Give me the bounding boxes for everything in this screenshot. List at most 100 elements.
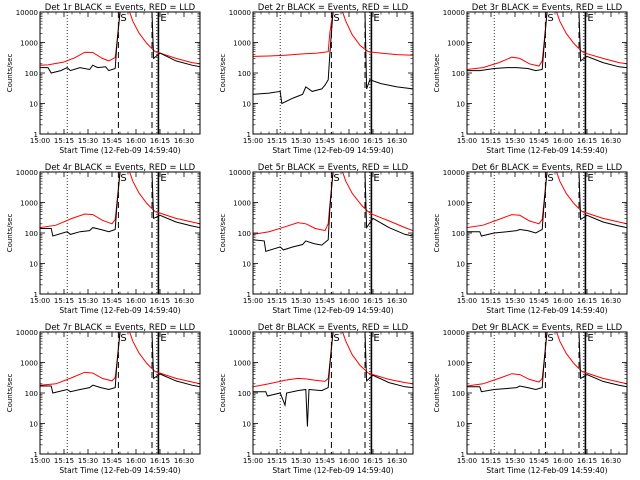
panel-title: Det 5r BLACK = Events, RED = LLD <box>258 163 409 173</box>
lld-series-line <box>253 172 413 235</box>
y-tick-label: 10 <box>456 101 465 109</box>
x-axis-label: Start Time (12-Feb-09 14:59:40) <box>59 466 180 475</box>
y-tick-label: 100 <box>238 230 251 238</box>
x-tick-label: 16:15 <box>150 297 170 305</box>
y-axis-label: Counts/sec <box>219 214 227 253</box>
y-tick-label: 100 <box>25 390 38 398</box>
x-tick-label: 16:15 <box>363 297 383 305</box>
lld-series-line <box>253 12 413 57</box>
y-tick-label: 1000 <box>233 200 251 208</box>
y-tick-label: 10000 <box>443 169 465 177</box>
plot-frame <box>466 11 628 135</box>
y-tick-label: 1000 <box>233 360 251 368</box>
x-tick-label: 15:30 <box>291 297 311 305</box>
x-axis-label: Start Time (12-Feb-09 14:59:40) <box>272 466 393 475</box>
plot-frame <box>252 171 414 295</box>
events-series-line <box>40 172 200 237</box>
x-tick-label: 15:45 <box>529 137 549 145</box>
y-axis-label: Counts/sec <box>433 214 441 253</box>
events-series-line <box>467 12 627 72</box>
lld-series-line <box>467 332 627 387</box>
x-tick-label: 15:45 <box>315 297 335 305</box>
x-axis-label: Start Time (12-Feb-09 14:59:40) <box>272 146 393 155</box>
x-tick-label: 16:00 <box>553 137 573 145</box>
y-tick-label: 10 <box>29 101 38 109</box>
x-tick-label: 16:00 <box>553 457 573 465</box>
end-marker-label: E <box>160 333 166 344</box>
lld-series-line <box>40 172 200 229</box>
end-marker-label: E <box>587 13 593 24</box>
x-tick-label: 15:00 <box>457 457 477 465</box>
x-tick-label: 16:30 <box>174 137 194 145</box>
y-tick-label: 10000 <box>16 9 38 17</box>
x-tick-label: 15:15 <box>54 297 74 305</box>
end-marker-label: E <box>373 13 379 24</box>
x-tick-label: 15:45 <box>529 297 549 305</box>
x-axis-label: Start Time (12-Feb-09 14:59:40) <box>59 146 180 155</box>
lld-series-line <box>253 332 413 388</box>
panel-title: Det 9r BLACK = Events, RED = LLD <box>472 323 623 333</box>
y-tick-label: 1000 <box>20 360 38 368</box>
y-tick-label: 10 <box>242 101 251 109</box>
x-tick-label: 15:00 <box>457 137 477 145</box>
events-series-line <box>253 172 413 253</box>
start-marker-label: S <box>547 13 553 24</box>
x-tick-label: 15:30 <box>505 457 525 465</box>
x-tick-label: 16:00 <box>339 297 359 305</box>
y-tick-label: 1 <box>34 131 38 139</box>
x-tick-label: 16:00 <box>339 457 359 465</box>
x-tick-label: 16:00 <box>339 137 359 145</box>
x-tick-label: 16:15 <box>363 137 383 145</box>
y-axis-label: Counts/sec <box>219 374 227 413</box>
x-axis-label: Start Time (12-Feb-09 14:59:40) <box>59 306 180 315</box>
lld-series-line <box>40 332 200 386</box>
panel-title: Det 2r BLACK = Events, RED = LLD <box>258 3 409 13</box>
y-tick-label: 10 <box>29 261 38 269</box>
x-axis-label: Start Time (12-Feb-09 14:59:40) <box>272 306 393 315</box>
x-tick-label: 15:15 <box>267 457 287 465</box>
x-axis-label: Start Time (12-Feb-09 14:59:40) <box>486 306 607 315</box>
x-tick-label: 15:45 <box>102 457 122 465</box>
x-tick-label: 15:45 <box>102 137 122 145</box>
x-tick-label: 15:00 <box>30 457 50 465</box>
x-tick-label: 16:00 <box>126 297 146 305</box>
x-tick-label: 16:30 <box>387 137 407 145</box>
y-tick-label: 10000 <box>443 9 465 17</box>
panel-title: Det 8r BLACK = Events, RED = LLD <box>258 323 409 333</box>
x-tick-label: 15:15 <box>267 137 287 145</box>
y-tick-label: 10 <box>242 261 251 269</box>
y-tick-label: 1 <box>247 131 251 139</box>
start-marker-label: S <box>547 173 553 184</box>
x-tick-label: 15:30 <box>291 457 311 465</box>
x-tick-label: 16:15 <box>577 297 597 305</box>
panel-title: Det 1r BLACK = Events, RED = LLD <box>45 3 196 13</box>
y-tick-label: 10 <box>456 261 465 269</box>
x-tick-label: 16:15 <box>363 457 383 465</box>
y-tick-label: 1000 <box>447 360 465 368</box>
y-tick-label: 1000 <box>447 200 465 208</box>
lld-series-line <box>467 12 627 70</box>
y-tick-label: 10000 <box>229 329 251 337</box>
x-tick-label: 15:15 <box>481 297 501 305</box>
y-axis-label: Counts/sec <box>6 374 14 413</box>
x-tick-label: 16:30 <box>601 137 621 145</box>
events-series-line <box>40 332 200 394</box>
y-tick-label: 100 <box>452 70 465 78</box>
y-tick-label: 1 <box>34 451 38 459</box>
panel-title: Det 7r BLACK = Events, RED = LLD <box>45 323 196 333</box>
end-marker-label: E <box>587 173 593 184</box>
lld-series-line <box>467 172 627 229</box>
plot-frame <box>39 11 201 135</box>
y-tick-label: 10 <box>456 421 465 429</box>
start-marker-label: S <box>333 333 339 344</box>
y-tick-label: 1 <box>461 451 465 459</box>
start-marker-label: S <box>547 333 553 344</box>
x-tick-label: 16:30 <box>387 297 407 305</box>
x-tick-label: 16:00 <box>126 137 146 145</box>
x-tick-label: 15:30 <box>505 297 525 305</box>
y-tick-label: 1 <box>247 291 251 299</box>
x-axis-label: Start Time (12-Feb-09 14:59:40) <box>486 466 607 475</box>
y-axis-label: Counts/sec <box>219 54 227 93</box>
